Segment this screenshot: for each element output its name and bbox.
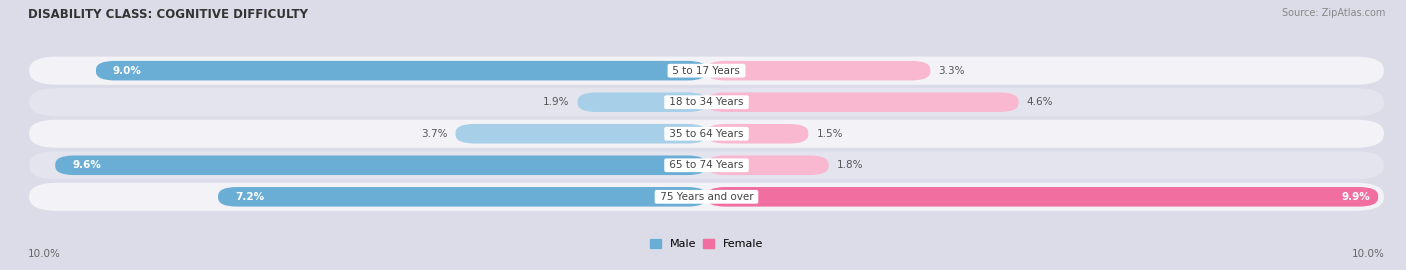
Text: 1.8%: 1.8% xyxy=(837,160,863,170)
FancyBboxPatch shape xyxy=(707,124,808,144)
Text: 18 to 34 Years: 18 to 34 Years xyxy=(666,97,747,107)
Text: 1.9%: 1.9% xyxy=(543,97,569,107)
Text: 3.7%: 3.7% xyxy=(420,129,447,139)
Text: 5 to 17 Years: 5 to 17 Years xyxy=(669,66,744,76)
FancyBboxPatch shape xyxy=(707,187,1378,207)
FancyBboxPatch shape xyxy=(707,156,828,175)
Text: 9.9%: 9.9% xyxy=(1341,192,1369,202)
FancyBboxPatch shape xyxy=(28,87,1385,117)
FancyBboxPatch shape xyxy=(28,119,1385,149)
Text: 9.0%: 9.0% xyxy=(112,66,142,76)
FancyBboxPatch shape xyxy=(456,124,707,144)
FancyBboxPatch shape xyxy=(218,187,707,207)
Text: 9.6%: 9.6% xyxy=(72,160,101,170)
Text: 1.5%: 1.5% xyxy=(817,129,844,139)
Text: 3.3%: 3.3% xyxy=(939,66,965,76)
FancyBboxPatch shape xyxy=(96,61,707,80)
FancyBboxPatch shape xyxy=(28,56,1385,86)
Text: 35 to 64 Years: 35 to 64 Years xyxy=(666,129,747,139)
Text: 10.0%: 10.0% xyxy=(1353,249,1385,259)
Text: 75 Years and over: 75 Years and over xyxy=(657,192,756,202)
Text: 4.6%: 4.6% xyxy=(1026,97,1053,107)
Text: 10.0%: 10.0% xyxy=(28,249,60,259)
FancyBboxPatch shape xyxy=(578,92,707,112)
Text: DISABILITY CLASS: COGNITIVE DIFFICULTY: DISABILITY CLASS: COGNITIVE DIFFICULTY xyxy=(28,8,308,21)
Text: 7.2%: 7.2% xyxy=(235,192,264,202)
Text: 65 to 74 Years: 65 to 74 Years xyxy=(666,160,747,170)
Legend: Male, Female: Male, Female xyxy=(645,235,768,254)
FancyBboxPatch shape xyxy=(28,150,1385,180)
Text: Source: ZipAtlas.com: Source: ZipAtlas.com xyxy=(1281,8,1385,18)
FancyBboxPatch shape xyxy=(55,156,707,175)
FancyBboxPatch shape xyxy=(707,61,931,80)
FancyBboxPatch shape xyxy=(28,182,1385,212)
FancyBboxPatch shape xyxy=(707,92,1018,112)
